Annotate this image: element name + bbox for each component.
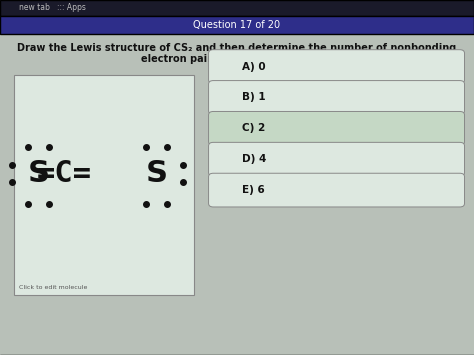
Text: S: S bbox=[27, 159, 49, 188]
Text: =C=: =C= bbox=[37, 159, 92, 188]
Text: Draw the Lewis structure of CS₂ and then determine the number of nonbonding: Draw the Lewis structure of CS₂ and then… bbox=[18, 43, 456, 53]
FancyBboxPatch shape bbox=[209, 50, 465, 83]
Text: Click to edit molecule: Click to edit molecule bbox=[19, 285, 87, 290]
Text: new tab   ::: Apps: new tab ::: Apps bbox=[19, 3, 86, 12]
Text: B) 1: B) 1 bbox=[242, 92, 265, 103]
FancyBboxPatch shape bbox=[0, 16, 474, 34]
Text: C) 2: C) 2 bbox=[242, 123, 265, 133]
FancyBboxPatch shape bbox=[209, 81, 465, 114]
Text: A) 0: A) 0 bbox=[242, 61, 265, 72]
FancyBboxPatch shape bbox=[0, 0, 474, 16]
Text: Question 17 of 20: Question 17 of 20 bbox=[193, 20, 281, 30]
Text: D) 4: D) 4 bbox=[242, 154, 266, 164]
FancyBboxPatch shape bbox=[209, 173, 465, 207]
Text: S: S bbox=[146, 159, 168, 188]
FancyBboxPatch shape bbox=[209, 142, 465, 176]
Text: electron pairs on the central atom.: electron pairs on the central atom. bbox=[141, 54, 333, 64]
Text: E) 6: E) 6 bbox=[242, 185, 264, 195]
FancyBboxPatch shape bbox=[209, 111, 465, 145]
FancyBboxPatch shape bbox=[14, 75, 194, 295]
